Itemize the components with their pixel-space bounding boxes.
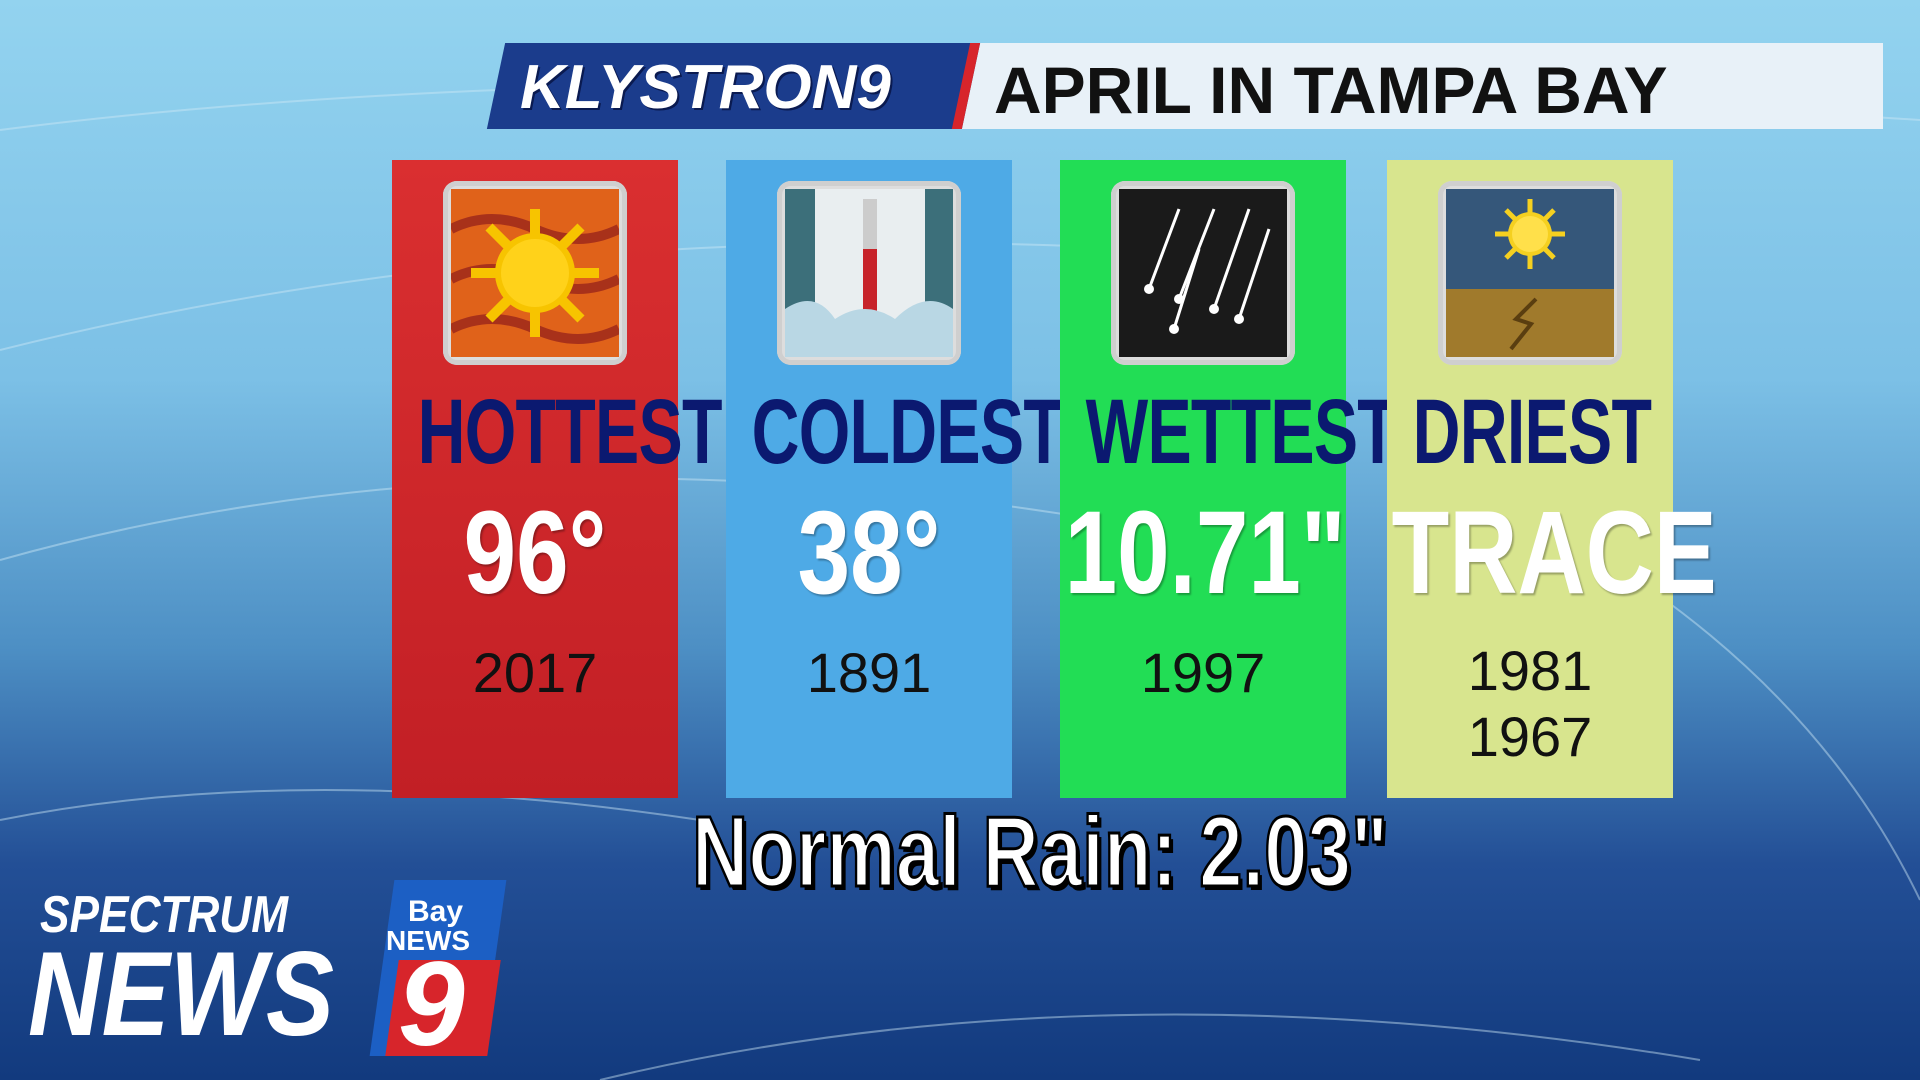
record-card: HOTTEST 96° 2017 bbox=[392, 160, 723, 798]
badge-mid: NEWS bbox=[386, 925, 470, 956]
record-value: TRACE bbox=[1391, 487, 1717, 619]
record-value: 10.71" bbox=[1064, 487, 1346, 619]
logo-line1: SPECTRUM bbox=[40, 886, 289, 944]
logo-line2: NEWS bbox=[28, 927, 334, 1061]
normal-rain: Normal Rain: 2.03" bbox=[691, 795, 1389, 910]
rain-icon bbox=[1119, 189, 1287, 357]
badge-num: 9 bbox=[398, 937, 465, 1071]
badge-top: Bay bbox=[408, 895, 464, 928]
sun-icon bbox=[451, 189, 619, 357]
record-year: 2017 bbox=[472, 641, 598, 704]
record-value: 38° bbox=[797, 487, 941, 619]
record-card: DRIEST TRACE 1981 1967 bbox=[1387, 160, 1717, 798]
icon bbox=[1438, 181, 1622, 365]
thermometer-icon bbox=[785, 189, 953, 357]
record-card: COLDEST 38° 1891 bbox=[726, 160, 1064, 798]
brand: KLYSTRON9 bbox=[520, 53, 891, 122]
record-year: 1997 bbox=[1140, 641, 1266, 704]
title: APRIL IN TAMPA BAY bbox=[994, 53, 1668, 127]
record-year: 1981 bbox=[1467, 639, 1593, 702]
drought-icon bbox=[1446, 189, 1614, 357]
icon bbox=[443, 181, 627, 365]
record-year: 1967 bbox=[1467, 705, 1593, 768]
record-label: HOTTEST bbox=[417, 381, 723, 483]
record-label: COLDEST bbox=[751, 381, 1064, 483]
title-bar bbox=[955, 43, 1883, 129]
record-card: WETTEST 10.71" 1997 bbox=[1060, 160, 1398, 798]
icon bbox=[777, 181, 961, 365]
record-label: WETTEST bbox=[1085, 381, 1398, 483]
icon bbox=[1111, 181, 1295, 365]
record-year: 1891 bbox=[806, 641, 932, 704]
record-value: 96° bbox=[463, 487, 607, 619]
record-label: DRIEST bbox=[1412, 381, 1652, 483]
